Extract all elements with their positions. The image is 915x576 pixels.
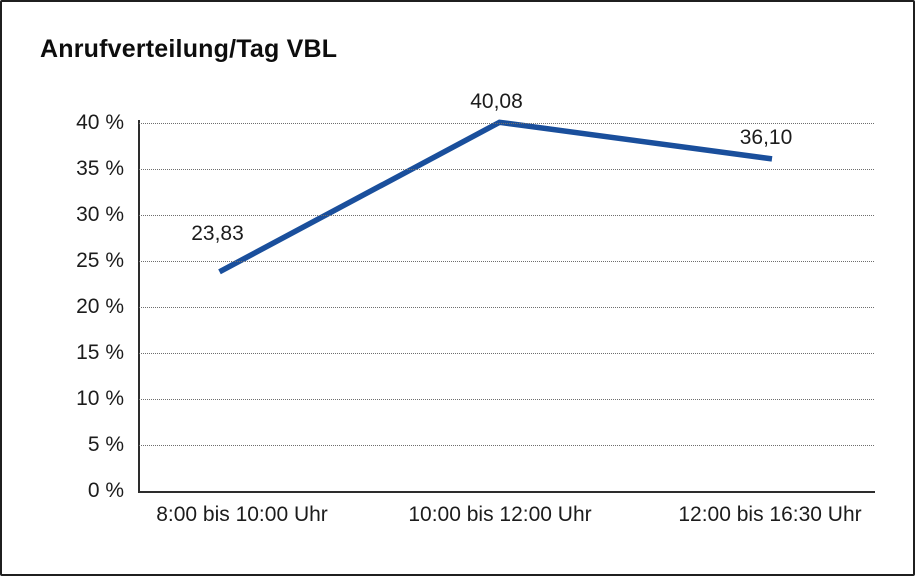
- y-tick-label: 25 %: [76, 249, 124, 272]
- y-tick-label: 5 %: [87, 433, 124, 456]
- gridline-25pct: [139, 260, 874, 262]
- x-category-label: 8:00 bis 10:00 Uhr: [156, 503, 328, 526]
- gridline-30pct: [139, 214, 874, 216]
- y-tick-label: 20 %: [76, 295, 124, 318]
- y-tick-label: 10 %: [76, 387, 124, 410]
- y-tick-label: 40 %: [76, 111, 124, 134]
- chart-title: Anrufverteilung/Tag VBL: [40, 35, 338, 63]
- data-point-label: 36,10: [739, 125, 793, 149]
- x-category-label: 10:00 bis 12:00 Uhr: [408, 503, 592, 526]
- y-tick-label: 15 %: [76, 341, 124, 364]
- data-point-label: 40,08: [470, 90, 523, 114]
- gridline-40pct: [139, 122, 874, 124]
- gridline-35pct: [139, 168, 874, 170]
- data-point-label: 23,83: [191, 221, 244, 245]
- gridline-10pct: [139, 398, 874, 400]
- y-tick-label: 30 %: [76, 203, 124, 226]
- gridline-5pct: [139, 444, 874, 446]
- gridline-15pct: [139, 352, 874, 354]
- gridline-20pct: [139, 306, 874, 308]
- data-line: [218, 119, 773, 275]
- y-tick-label: 0 %: [87, 479, 124, 502]
- x-axis-line: [138, 491, 875, 493]
- x-category-label: 12:00 bis 16:30 Uhr: [678, 503, 862, 526]
- y-tick-label: 35 %: [76, 157, 124, 180]
